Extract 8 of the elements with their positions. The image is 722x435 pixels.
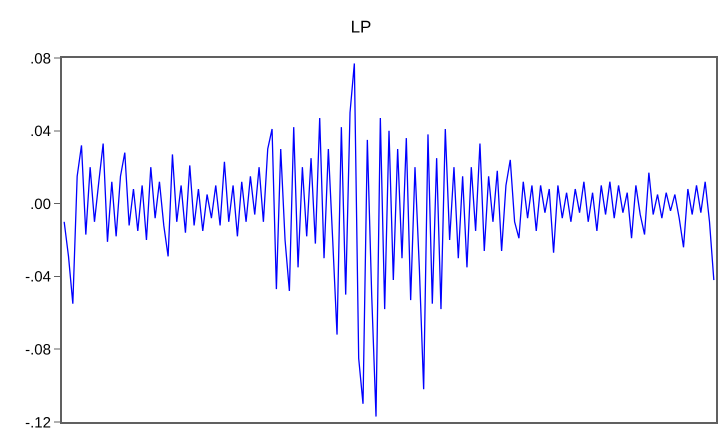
y-tick-label: .04 <box>30 123 51 140</box>
y-tick-label: .00 <box>30 196 51 213</box>
y-tick-label: .08 <box>30 50 51 68</box>
chart-title: LP <box>350 17 372 36</box>
line-series <box>64 62 714 418</box>
y-tick-label: -.08 <box>25 341 51 358</box>
y-tick-label: -.04 <box>25 268 51 286</box>
y-tick-label: -.12 <box>25 414 51 432</box>
